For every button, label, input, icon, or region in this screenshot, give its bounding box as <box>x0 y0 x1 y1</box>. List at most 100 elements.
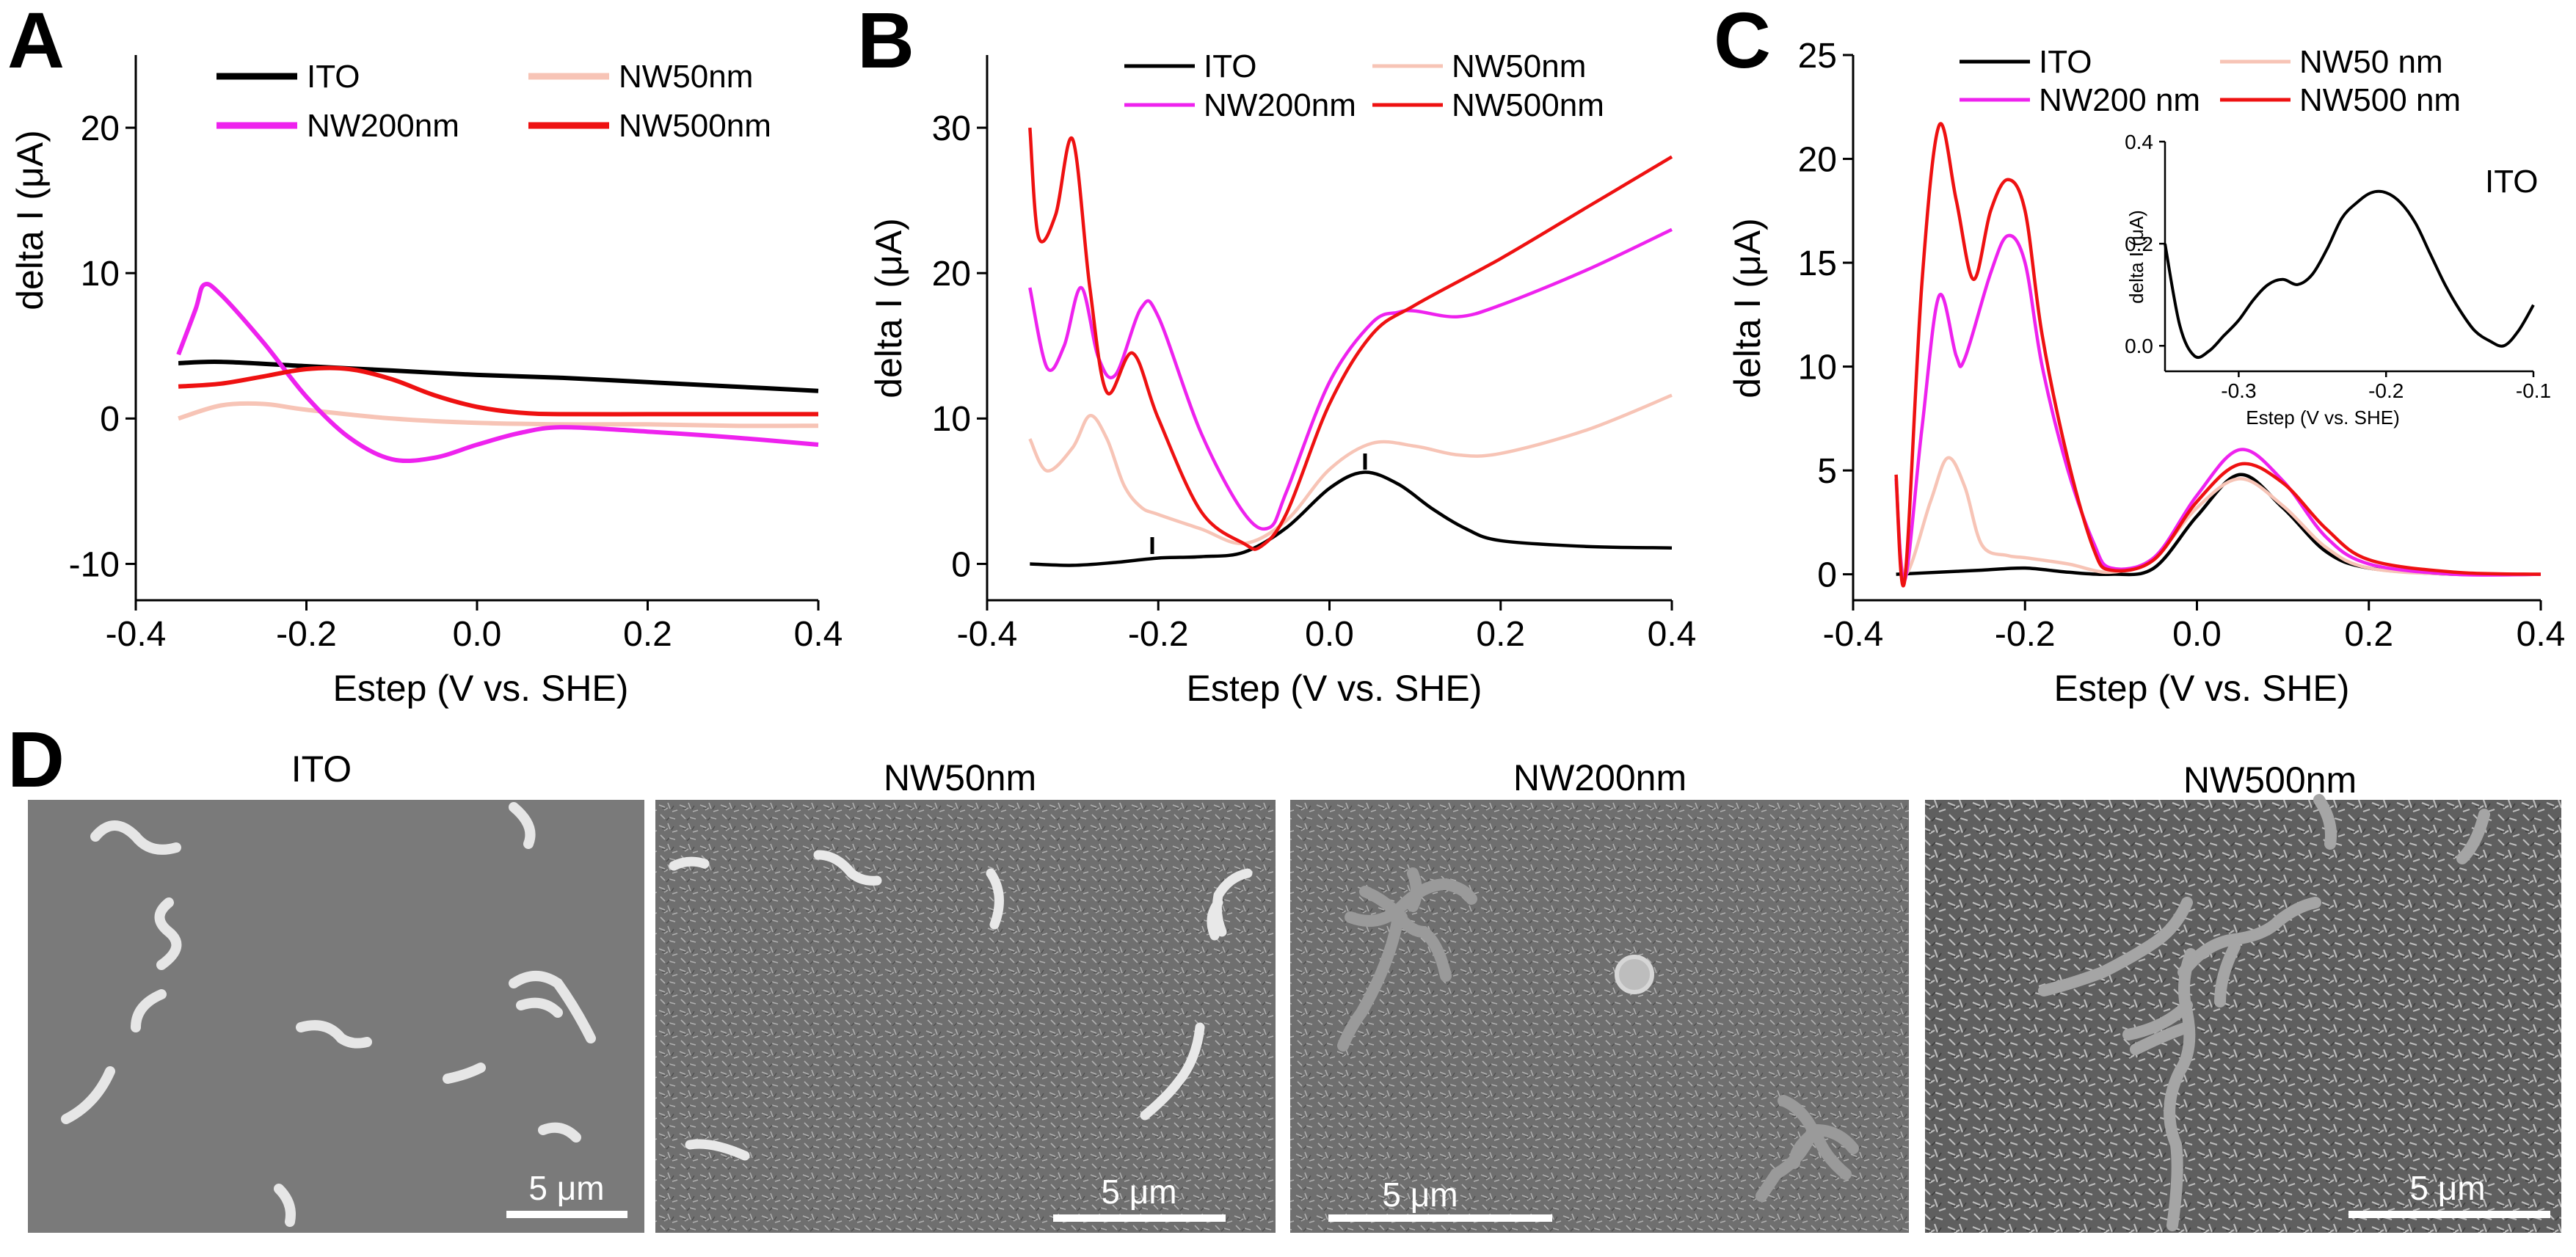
panel-letter-d: D <box>7 715 65 804</box>
chart-b-x-axis-title: Estep (V vs. SHE) <box>1187 668 1482 709</box>
chart-b-x-tick-label: -0.2 <box>1128 615 1189 654</box>
chart-c-inset-y-tick-label: 0.0 <box>2125 335 2153 357</box>
chart-c-y-axis-title: delta I (μA) <box>1727 218 1768 398</box>
chart-a-legend-label-ito: ITO <box>307 59 360 95</box>
chart-c-x-tick-label: 0.2 <box>2344 615 2393 654</box>
chart-a-x-tick-label: 0.4 <box>794 615 843 654</box>
scale-bar-ito <box>506 1211 627 1218</box>
chart-b-line-nw200nm <box>1028 227 1673 531</box>
chart-a-x-tick-label: 0.0 <box>453 615 502 654</box>
chart-c-inset-x-tick-label: -0.3 <box>2221 379 2256 402</box>
chart-c-x-tick-label: 0.4 <box>2517 615 2566 654</box>
panel-letter-b: B <box>857 0 914 84</box>
chart-a-legend-label-nw200: NW200nm <box>307 108 459 144</box>
chart-b-line-nw500nm <box>1028 127 1673 551</box>
chart-a-line-nw500nm <box>178 365 818 417</box>
sem-image-nw200 <box>1290 800 1909 1233</box>
chart-b-line-nw50nm <box>1028 393 1673 546</box>
chart-c-y-tick-label: 20 <box>1798 140 1837 179</box>
chart-b-x-tick-label: 0.0 <box>1305 615 1354 654</box>
chart-a-y-tick-label: 20 <box>81 109 120 148</box>
chart-c-legend: ITO NW50 nm NW200 nm NW500 nm <box>1960 44 2461 118</box>
chart-b-y-tick-label: 30 <box>932 109 971 148</box>
sem-title-nw500: NW500nm <box>2183 759 2357 801</box>
chart-c-y-tick-label: 25 <box>1798 37 1837 76</box>
sem-bacteria-nw200 <box>1337 867 1859 1202</box>
chart-panel-b: B delta I (μA) Estep (V vs. SHE) ITO NW5… <box>857 0 1696 709</box>
chart-c-inset: delta I (μA) Estep (V vs. SHE) ITO -0.3 -… <box>2125 131 2551 429</box>
chart-a-line-nw200nm <box>176 281 819 464</box>
chart-panel-a: A delta I (μA) Estep (V vs. SHE) ITO NW5… <box>7 0 843 709</box>
chart-c-x-tick-label: 0.0 <box>2172 615 2222 654</box>
chart-c-y-tick-label: 10 <box>1798 348 1837 387</box>
chart-a-line-ito <box>178 359 819 393</box>
chart-b-y-axis-title: delta I (μA) <box>868 218 909 398</box>
chart-c-line-nw200-nm <box>1894 233 2542 583</box>
sem-image-nw500 <box>1925 800 2561 1233</box>
chart-a-x-tick-label: 0.2 <box>623 615 672 654</box>
chart-a-axes: -0.4 -0.2 0.0 0.2 0.4 -10 0 10 20 <box>69 55 843 654</box>
scale-label-nw500: 5 μm <box>2409 1169 2485 1207</box>
chart-a-y-tick-label: -10 <box>69 545 120 584</box>
chart-c-y-tick-label: 0 <box>1817 555 1837 594</box>
sem-title-ito: ITO <box>291 748 352 790</box>
chart-b-line-ito <box>1030 470 1673 567</box>
sem-image-ito <box>28 800 644 1233</box>
chart-b-legend-label-nw500: NW500nm <box>1452 87 1604 123</box>
chart-c-inset-x-tick-label: -0.1 <box>2516 379 2551 402</box>
chart-c-line-nw500-nm <box>1894 122 2542 588</box>
chart-c-legend-label-ito: ITO <box>2039 44 2092 80</box>
panel-letter-a: A <box>7 0 65 84</box>
chart-a-x-tick-label: -0.2 <box>276 615 337 654</box>
scale-bar-nw50 <box>1053 1214 1226 1222</box>
chart-c-y-tick-label: 15 <box>1798 244 1837 283</box>
chart-a-legend-label-nw50: NW50nm <box>619 59 753 95</box>
chart-a-line-nw50nm <box>178 401 819 429</box>
sem-image-nw50 <box>655 800 1276 1233</box>
chart-c-inset-label: ITO <box>2485 164 2539 200</box>
chart-b-axes: -0.4 -0.2 0.0 0.2 0.4 0 10 20 30 <box>932 55 1697 654</box>
chart-b-series <box>1028 127 1673 567</box>
chart-panel-c: C delta I (μA) Estep (V vs. SHE) ITO NW5… <box>1714 0 2565 709</box>
chart-c-y-tick-label: 5 <box>1817 452 1837 491</box>
scale-label-ito: 5 μm <box>528 1169 604 1207</box>
panel-letter-c: C <box>1714 0 1771 84</box>
panel-d-sem-images: D ITO 5 μm NW50nm <box>7 715 2561 1233</box>
chart-b-legend-label-nw200: NW200nm <box>1204 87 1356 123</box>
chart-c-inset-x-axis-title: Estep (V vs. SHE) <box>2246 407 2400 429</box>
chart-a-legend: ITO NW50nm NW200nm NW500nm <box>217 59 771 144</box>
chart-b-x-tick-label: -0.4 <box>957 615 1018 654</box>
chart-c-line-nw50-nm <box>1894 456 2542 577</box>
chart-c-x-tick-label: -0.2 <box>1995 615 2056 654</box>
chart-c-inset-x-tick-label: -0.2 <box>2368 379 2404 402</box>
chart-c-inset-series <box>2164 189 2535 360</box>
chart-c-legend-label-nw50: NW50 nm <box>2299 44 2443 80</box>
chart-b-x-tick-label: 0.4 <box>1648 615 1697 654</box>
chart-b-legend: ITO NW50nm NW200nm NW500nm <box>1124 48 1604 123</box>
chart-b-legend-label-nw50: NW50nm <box>1452 48 1586 84</box>
chart-b-x-tick-label: 0.2 <box>1476 615 1525 654</box>
sem-title-nw200: NW200nm <box>1513 757 1687 798</box>
sem-title-nw50: NW50nm <box>884 757 1036 798</box>
sem-bacteria-ito <box>61 802 596 1227</box>
chart-c-inset-y-axis-title: delta I (μA) <box>2125 210 2147 304</box>
chart-b-y-tick-label: 10 <box>932 400 971 439</box>
chart-c-inset-y-tick-label: 0.4 <box>2125 131 2153 153</box>
chart-a-y-axis-title: delta I (μA) <box>10 130 51 310</box>
scale-bar-nw200 <box>1328 1214 1552 1222</box>
chart-c-legend-label-nw500: NW500 nm <box>2299 82 2461 118</box>
chart-a-x-axis-title: Estep (V vs. SHE) <box>333 668 629 709</box>
chart-a-legend-label-nw500: NW500nm <box>619 108 771 144</box>
sem-bacteria-nw50 <box>669 850 1253 1161</box>
chart-a-y-tick-label: 10 <box>81 255 120 294</box>
sem-bacteria-nw500 <box>2038 794 2490 1231</box>
chart-c-x-tick-label: -0.4 <box>1823 615 1884 654</box>
chart-a-x-tick-label: -0.4 <box>106 615 167 654</box>
chart-b-y-tick-label: 20 <box>932 255 971 294</box>
chart-c-legend-label-nw200: NW200 nm <box>2039 82 2200 118</box>
chart-c-inset-y-tick-label: 0.2 <box>2125 233 2153 255</box>
chart-c-axes: -0.4 -0.2 0.0 0.2 0.4 0 5 10 15 20 25 <box>1798 37 2566 654</box>
scale-label-nw200: 5 μm <box>1382 1176 1458 1214</box>
chart-c-inset-line-ito <box>2164 189 2535 360</box>
